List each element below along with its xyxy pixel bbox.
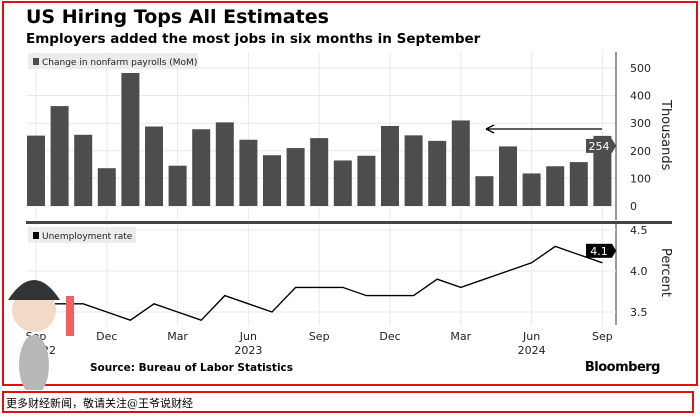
payroll-bar <box>451 120 470 206</box>
chart-title: US Hiring Tops All Estimates <box>26 6 329 28</box>
y-tick-label: 100 <box>630 172 651 185</box>
y-tick-label: 400 <box>630 90 651 103</box>
source-note: Source: Bureau of Labor Statistics <box>90 362 294 374</box>
y-tick-label: 0 <box>630 200 637 213</box>
watermark-figure-body <box>19 335 49 390</box>
payroll-bar <box>593 135 612 206</box>
payroll-bar <box>263 155 281 206</box>
payroll-bar <box>97 168 116 206</box>
panel-divider <box>26 221 672 224</box>
x-tick-label: Jun <box>239 330 257 343</box>
payroll-bar <box>145 126 163 206</box>
y-tick-label: 4.5 <box>630 224 648 237</box>
footer-banner: 更多财经新闻，敬请关注@王爷说财经 <box>2 391 694 413</box>
y-tick-label: 200 <box>630 145 651 158</box>
watermark-seal <box>66 296 74 336</box>
payroll-bar <box>239 139 258 206</box>
x-tick-label: Jun <box>522 330 540 343</box>
payroll-bar <box>499 146 517 206</box>
payroll-bar <box>121 72 140 206</box>
payroll-bar <box>475 176 494 206</box>
payroll-bar <box>333 160 352 206</box>
y-tick-label: 4.0 <box>630 265 648 278</box>
y-axis-title: Thousands <box>658 99 673 171</box>
unemployment-line <box>36 245 603 322</box>
value-tag-pointer <box>612 138 616 153</box>
arrow-head <box>485 124 495 134</box>
payroll-bar <box>428 140 447 206</box>
chart-frame <box>2 1 698 386</box>
payroll-bar <box>546 166 565 206</box>
value-tag-pointer <box>612 243 616 258</box>
x-tick-label: Dec <box>96 330 117 343</box>
y-tick-label: 3.5 <box>630 306 648 319</box>
value-tag <box>586 138 612 153</box>
payroll-bar <box>27 135 45 206</box>
payroll-bar <box>215 122 234 206</box>
payroll-bar <box>50 106 69 206</box>
payroll-bar <box>192 129 211 206</box>
chart-subtitle: Employers added the most jobs in six mon… <box>26 31 481 47</box>
legend-swatch <box>33 58 39 65</box>
x-tick-label: Sep <box>592 330 613 343</box>
x-tick-label: Mar <box>450 330 471 343</box>
y-axis-title: Percent <box>658 248 673 297</box>
legend-label: Change in nonfarm payrolls (MoM) <box>42 58 197 68</box>
x-year-label: 2023 <box>234 344 262 357</box>
value-tag-label: 4.1 <box>590 245 608 258</box>
payroll-bar <box>522 173 541 206</box>
payroll-bar <box>168 165 187 206</box>
y-tick-label: 300 <box>630 117 651 130</box>
legend-swatch <box>33 232 39 239</box>
payroll-bar <box>357 155 376 206</box>
x-year-label: 2024 <box>518 344 546 357</box>
legend-label: Unemployment rate <box>42 232 133 242</box>
payroll-bar <box>569 162 588 206</box>
x-tick-label: Mar <box>167 330 188 343</box>
payroll-bar <box>286 148 305 206</box>
chart-svg: 0 100 200 300 400 500 Change in nonfarm payrol… <box>8 52 673 390</box>
x-tick-label: Dec <box>379 330 400 343</box>
y-tick-label: 500 <box>630 62 651 75</box>
legend-box <box>28 53 198 69</box>
bloomberg-logo: Bloomberg <box>584 360 661 375</box>
value-tag <box>586 243 612 258</box>
watermark-figure-hat <box>8 280 60 300</box>
payroll-bar <box>404 135 423 206</box>
payroll-bar <box>310 138 329 206</box>
payroll-bar <box>381 125 399 206</box>
legend-box <box>28 227 136 243</box>
payroll-bar <box>74 134 93 206</box>
value-tag-label: 254 <box>589 140 610 153</box>
x-tick-label: Sep <box>309 330 330 343</box>
